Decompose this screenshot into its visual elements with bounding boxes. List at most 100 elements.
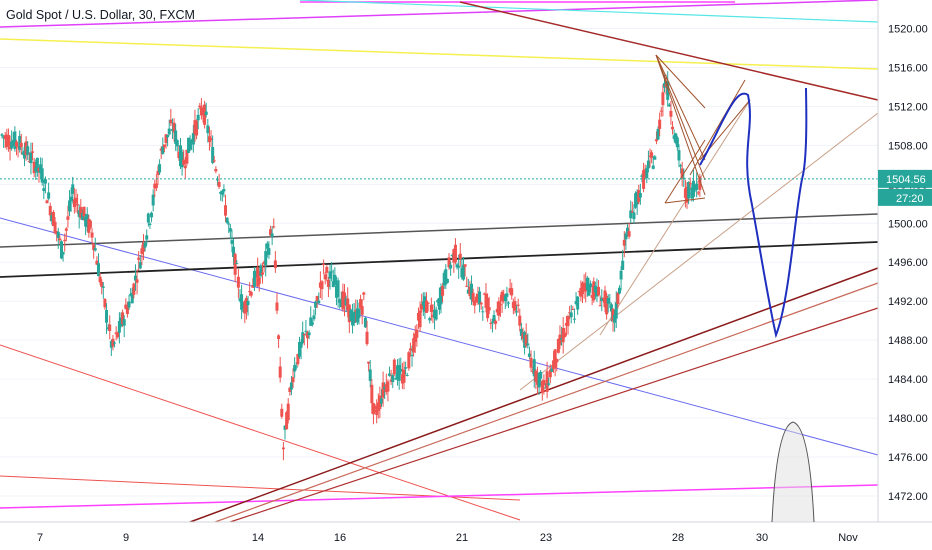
- candle-body: [238, 298, 242, 301]
- candle-body: [687, 181, 691, 199]
- candle-body: [354, 310, 358, 312]
- candle-body: [264, 251, 268, 266]
- candle-body: [254, 270, 258, 276]
- candle-body: [108, 324, 112, 331]
- candle-body: [196, 114, 200, 121]
- candle-body: [429, 304, 433, 312]
- candle-body: [122, 319, 126, 326]
- candle-body: [26, 146, 30, 155]
- candle-body: [347, 304, 351, 323]
- candle-body: [365, 331, 369, 345]
- pattern-line: [655, 54, 706, 181]
- candle-body: [592, 281, 596, 301]
- candle-body: [249, 292, 253, 296]
- candle-body: [548, 369, 552, 378]
- candle-body: [174, 130, 178, 144]
- candle-body: [659, 110, 663, 112]
- candle-body: [185, 149, 189, 164]
- candle-body: [182, 159, 186, 165]
- candle-body: [646, 160, 650, 169]
- candle-body: [376, 402, 380, 411]
- candle-body: [503, 295, 507, 302]
- candle-body: [211, 146, 215, 163]
- candle-body: [434, 309, 438, 320]
- candle-body: [212, 160, 216, 162]
- candle-body: [523, 332, 527, 348]
- candle-body: [190, 139, 194, 145]
- candle-body: [535, 372, 539, 385]
- candle-body: [500, 291, 504, 302]
- candle-body: [470, 283, 474, 300]
- candle-body: [142, 242, 146, 252]
- candle-body: [399, 368, 403, 372]
- candle-body: [629, 210, 633, 219]
- candle-body: [677, 150, 681, 161]
- candle-body: [396, 365, 400, 380]
- candle-body: [273, 260, 277, 268]
- x-tick-label: 28: [672, 532, 684, 544]
- candle-body: [241, 310, 245, 312]
- candle-body: [281, 447, 285, 450]
- candle-body: [293, 364, 297, 372]
- candle-body: [518, 315, 522, 326]
- candle-body: [614, 302, 618, 319]
- candle-body: [574, 301, 578, 304]
- candle-body: [106, 327, 110, 329]
- x-tick-label: 30: [756, 532, 768, 544]
- trend-line: [0, 38, 879, 70]
- candle-body: [270, 233, 274, 237]
- candle-body: [457, 265, 461, 268]
- candle-body: [442, 272, 446, 286]
- candle-body: [381, 382, 385, 398]
- candle-body: [18, 135, 22, 150]
- candle-body: [23, 150, 27, 159]
- y-tick-label: 1480.00: [888, 413, 928, 425]
- candle-body: [370, 384, 374, 404]
- candle-body: [146, 213, 150, 223]
- candle-body: [622, 239, 626, 246]
- candle-body: [495, 309, 499, 313]
- candle-body: [532, 359, 536, 377]
- candle-body: [314, 301, 318, 308]
- trend-line: [229, 307, 879, 523]
- candle-body: [68, 200, 72, 212]
- trend-line: [599, 99, 751, 336]
- candle-body: [135, 279, 139, 283]
- candle-body: [74, 197, 78, 204]
- candle-body: [416, 312, 420, 321]
- candle-body: [579, 287, 583, 297]
- candle-body: [297, 341, 301, 357]
- candle-body: [675, 137, 679, 148]
- candle-body: [521, 333, 525, 339]
- candle-body: [425, 300, 429, 313]
- candle-body: [609, 304, 613, 312]
- candle-body: [51, 211, 55, 227]
- candle-body: [19, 142, 23, 148]
- candle-body: [191, 133, 195, 145]
- candle-body: [64, 228, 68, 231]
- candle-body: [441, 285, 445, 296]
- candle-body: [524, 334, 528, 346]
- candle-body: [317, 300, 321, 304]
- candle-body: [621, 260, 625, 270]
- candle-body: [198, 105, 202, 108]
- candle-body: [114, 332, 118, 335]
- candle-body: [288, 387, 292, 392]
- candle-body: [323, 274, 327, 280]
- candle-body: [0, 134, 4, 136]
- candle-body: [568, 312, 572, 314]
- candle-body: [40, 168, 44, 183]
- candle-body: [550, 368, 554, 372]
- candle-body: [653, 156, 657, 160]
- candle-body: [613, 314, 617, 323]
- candle-body: [674, 133, 678, 144]
- candle-body: [556, 339, 560, 353]
- candle-body: [580, 282, 584, 295]
- chart-title: Gold Spot / U.S. Dollar, 30, FXCM: [6, 8, 195, 22]
- candle-body: [159, 148, 163, 151]
- candle-body: [29, 152, 33, 164]
- candle-body: [404, 367, 408, 369]
- candle-body: [262, 261, 266, 264]
- candle-body: [222, 189, 226, 192]
